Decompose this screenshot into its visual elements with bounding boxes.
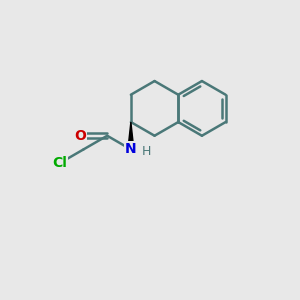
Text: O: O [74, 129, 86, 143]
Polygon shape [128, 122, 134, 149]
Text: Cl: Cl [52, 156, 67, 170]
Text: N: N [125, 142, 137, 156]
Text: H: H [142, 145, 152, 158]
